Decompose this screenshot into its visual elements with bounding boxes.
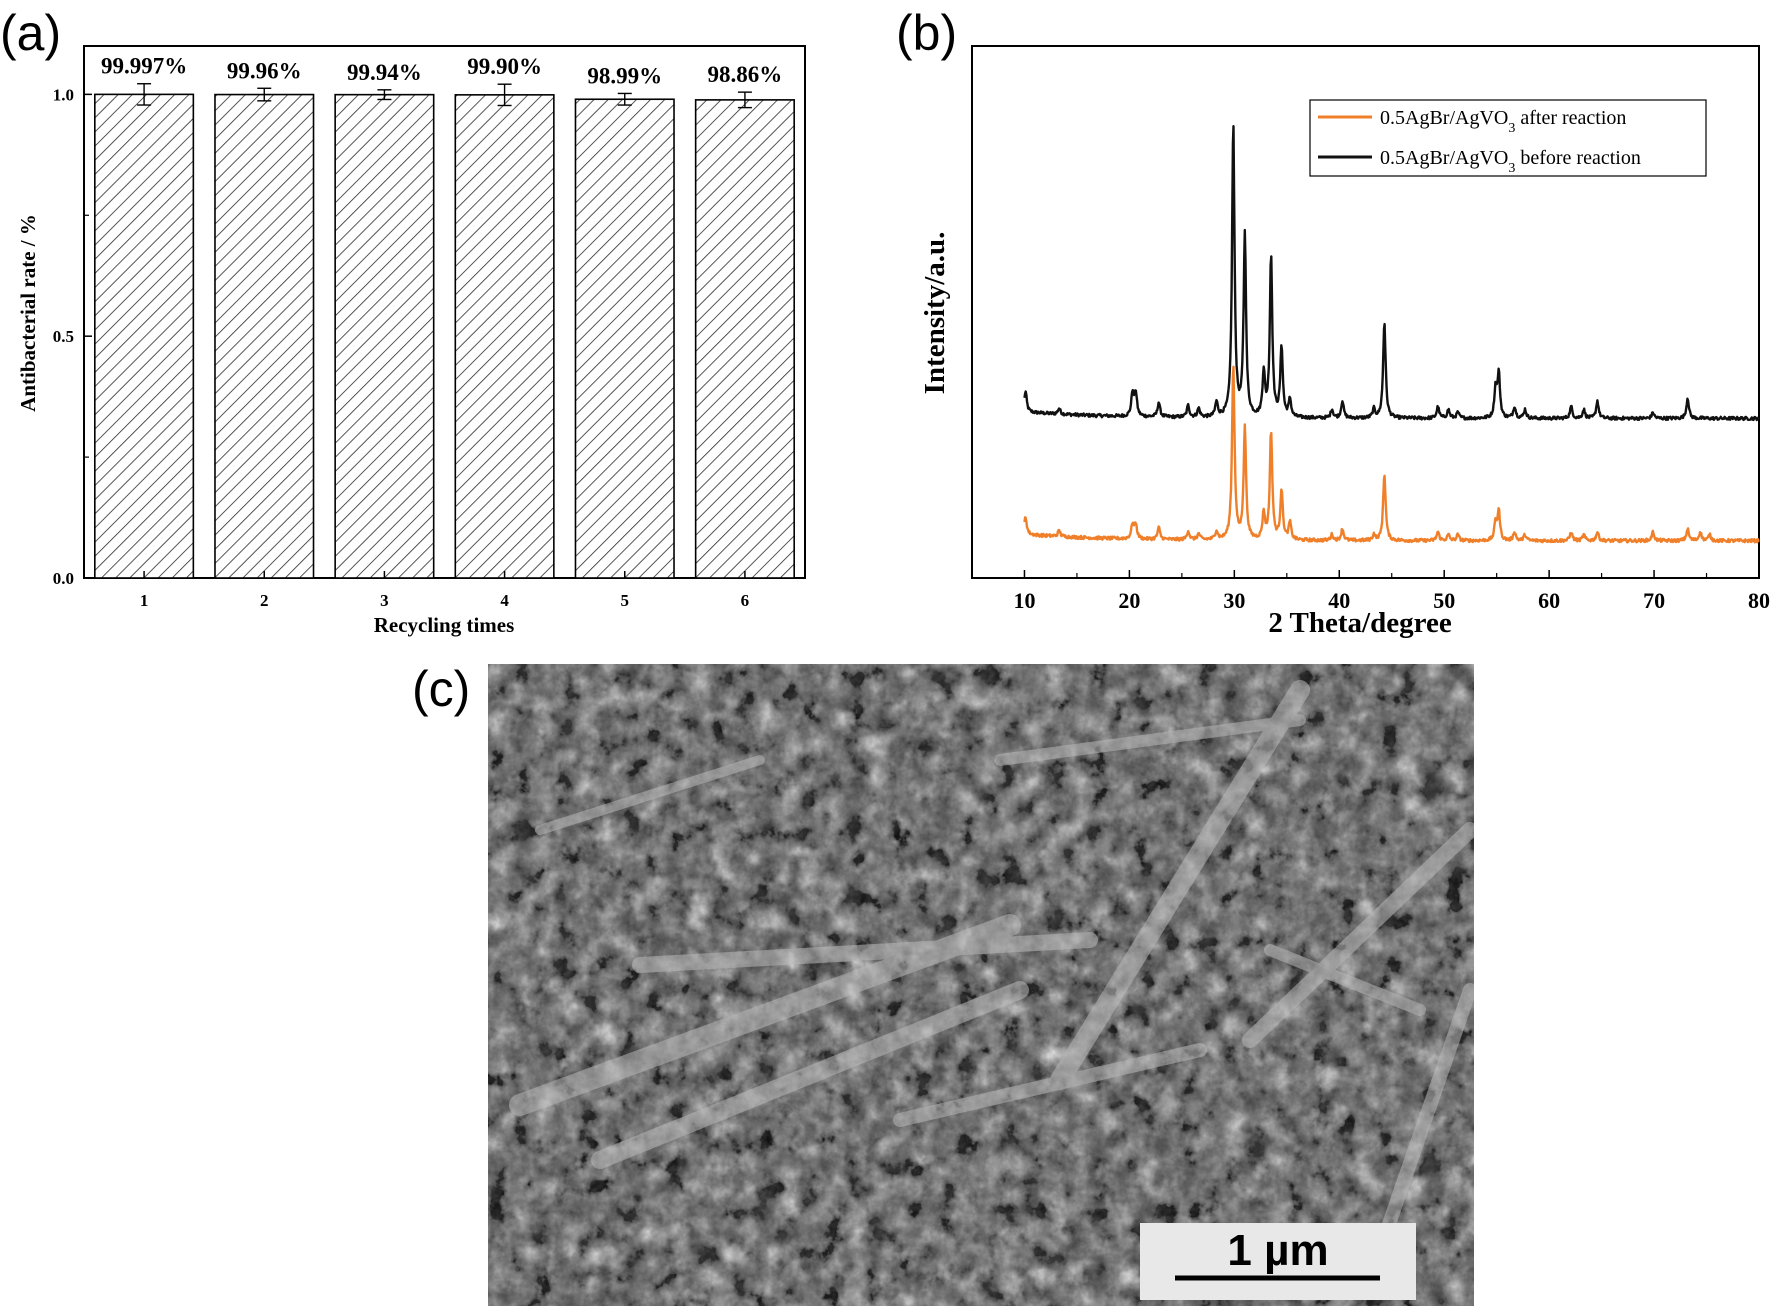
legend-box: [1309, 99, 1707, 177]
bar-data-label: 99.997%: [101, 54, 187, 79]
x-tick-label-a: 4: [500, 591, 509, 610]
bar: [574, 98, 675, 579]
bar: [94, 93, 195, 579]
x-axis-label-a: Recycling times: [374, 613, 515, 637]
bar-data-label: 99.90%: [467, 54, 542, 79]
x-tick-label-b: 10: [1013, 588, 1035, 613]
series-line-after-reaction: [1023, 365, 1760, 544]
bar: [214, 93, 315, 579]
legend-b: 0.5AgBr/AgVO3 after reaction 0.5AgBr/AgV…: [1309, 99, 1707, 177]
y-axis-ticks-a: 0.0 0.5 1.0: [53, 85, 92, 588]
bar-chart-antibacterial: 0.0 0.5 1.0 99.997% 99.96% 99.94% 99.90% 98.99…: [16, 45, 806, 637]
xrd-line-chart: 10 20 30 40 50 60 70 80 2 Theta/degree Intensit…: [919, 45, 1770, 639]
legend-label-after: 0.5AgBr/AgVO3 after reaction: [1380, 107, 1626, 136]
y-tick-label-a: 0.0: [53, 569, 74, 588]
plot-frame-b: [971, 45, 1760, 579]
scale-bar: 1 µm: [1140, 1223, 1416, 1300]
scale-bar-label: 1 µm: [1227, 1226, 1328, 1275]
bars-group: 99.997% 99.96% 99.94% 99.90% 98.99% 98.86%: [94, 54, 795, 579]
panel-label-b: (b): [896, 5, 957, 61]
x-tick-label-a: 1: [140, 591, 149, 610]
series-line-before-reaction: [1023, 125, 1760, 422]
sem-micrograph: 1 µm: [488, 664, 1474, 1306]
x-tick-label-a: 3: [380, 591, 389, 610]
bar-data-label: 98.86%: [708, 62, 783, 87]
scale-bar-background: [1140, 1223, 1416, 1300]
y-tick-label-a: 0.5: [53, 327, 74, 346]
x-tick-label-b: 60: [1538, 588, 1560, 613]
x-tick-label-b: 80: [1748, 588, 1770, 613]
bar: [694, 99, 795, 579]
x-axis-ticks-a: 1 2 3 4 5 6: [140, 571, 749, 610]
bar-data-label: 98.99%: [587, 63, 662, 88]
panel-label-c: (c): [412, 661, 470, 717]
x-tick-label-a: 6: [741, 591, 750, 610]
bar: [334, 93, 435, 579]
plot-frame-a: [83, 45, 806, 579]
x-tick-label-b: 70: [1643, 588, 1665, 613]
x-tick-label-b: 20: [1118, 588, 1140, 613]
y-tick-label-a: 1.0: [53, 85, 74, 104]
bar: [454, 94, 555, 579]
bar-data-label: 99.94%: [347, 60, 422, 85]
x-tick-label-a: 2: [260, 591, 269, 610]
x-tick-label-b: 30: [1223, 588, 1245, 613]
y-axis-label-b: Intensity/a.u.: [919, 232, 951, 395]
legend-label-before: 0.5AgBr/AgVO3 before reaction: [1380, 147, 1641, 176]
y-axis-label-a: Antibacterial rate / %: [16, 214, 40, 412]
x-axis-ticks-b: 10 20 30 40 50 60 70 80: [1013, 570, 1770, 613]
x-tick-label-b: 50: [1433, 588, 1455, 613]
x-axis-label-b: 2 Theta/degree: [1268, 607, 1452, 639]
x-tick-label-b: 40: [1328, 588, 1350, 613]
panel-label-a: (a): [0, 5, 61, 61]
x-tick-label-a: 5: [621, 591, 630, 610]
bar-data-label: 99.96%: [227, 58, 302, 83]
